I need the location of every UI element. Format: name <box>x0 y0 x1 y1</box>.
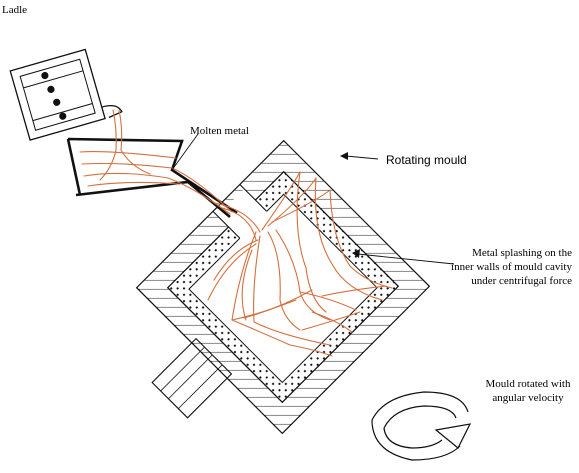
molten-metal <box>79 109 393 357</box>
rotating-mould <box>135 139 431 435</box>
label-mould-rotated-line1: Mould rotated with <box>486 378 571 390</box>
ladle <box>9 48 123 141</box>
label-metal-splashing-line2: inner walls of mould cavity <box>451 261 572 273</box>
pouring-funnel <box>66 137 238 218</box>
mould-sand-lining <box>167 171 399 403</box>
label-rotating-mould: Rotating mould <box>386 153 467 167</box>
label-metal-splashing: Metal splashing on the inner walls of mo… <box>451 247 572 287</box>
label-mould-rotated-line2: angular velocity <box>492 392 564 404</box>
label-ladle: Ladle <box>2 4 27 16</box>
leader-metal-splashing <box>352 249 455 265</box>
label-metal-splashing-line1: Metal splashing on the <box>472 247 572 259</box>
rotation-arrow-icon <box>371 391 472 461</box>
label-metal-splashing-line3: under centrifugal force <box>471 275 572 287</box>
label-mould-rotated: Mould rotated with angular velocity <box>486 378 571 404</box>
label-molten-metal: Molten metal <box>190 125 249 137</box>
leader-molten-metal <box>171 133 199 171</box>
leader-rotating-mould <box>340 152 379 160</box>
